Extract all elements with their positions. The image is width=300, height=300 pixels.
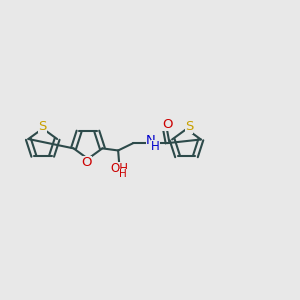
Text: N: N [146,134,156,147]
Text: S: S [39,120,47,134]
Text: O: O [82,156,92,169]
Text: O: O [162,118,172,131]
Text: OH: OH [110,162,128,175]
Text: H: H [151,140,160,153]
Text: H: H [119,169,127,179]
Text: S: S [185,120,193,134]
